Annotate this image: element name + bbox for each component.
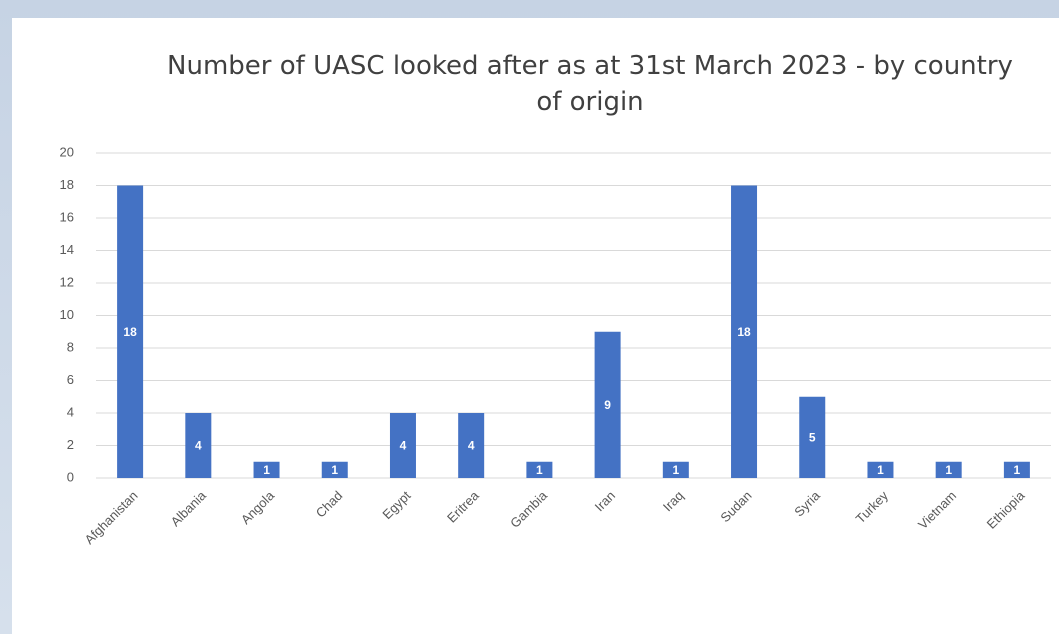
data-label: 4 xyxy=(468,439,475,453)
data-label: 18 xyxy=(737,325,751,339)
x-tick-label: Syria xyxy=(791,487,823,519)
x-tick-label: Iran xyxy=(592,488,618,514)
x-tick-label: Turkey xyxy=(853,488,892,527)
bar xyxy=(458,413,485,478)
bar xyxy=(935,461,962,478)
data-label: 1 xyxy=(263,463,270,477)
y-tick-label: 16 xyxy=(60,209,74,224)
data-label: 1 xyxy=(331,463,338,477)
x-tick-label: Eritrea xyxy=(444,487,482,525)
x-tick-label: Chad xyxy=(313,488,346,521)
y-tick-label: 10 xyxy=(60,307,74,322)
bar xyxy=(389,413,416,478)
x-tick-label: Ethiopia xyxy=(984,487,1028,531)
y-tick-label: 20 xyxy=(60,144,74,159)
x-tick-label: Iraq xyxy=(660,488,686,514)
data-label: 5 xyxy=(809,431,816,445)
chart-title: Number of UASC looked after as at 31st M… xyxy=(167,51,1013,117)
x-tick-label: Gambia xyxy=(507,487,550,530)
y-tick-label: 14 xyxy=(60,242,74,257)
chart-panel xyxy=(12,18,1059,634)
bar xyxy=(1003,461,1030,478)
x-tick-label: Angola xyxy=(238,487,278,527)
x-tick-label: Vietnam xyxy=(915,488,959,532)
bar xyxy=(799,396,826,478)
data-label: 1 xyxy=(877,463,884,477)
bar xyxy=(867,461,894,478)
y-tick-label: 12 xyxy=(60,274,74,289)
bar xyxy=(526,461,553,478)
data-label: 1 xyxy=(672,463,679,477)
x-tick-label: Albania xyxy=(168,487,210,529)
data-label: 18 xyxy=(123,325,137,339)
y-tick-label: 2 xyxy=(67,437,74,452)
data-label: 1 xyxy=(536,463,543,477)
x-tick-label: Sudan xyxy=(717,488,754,525)
y-tick-label: 18 xyxy=(60,177,74,192)
data-label: 1 xyxy=(945,463,952,477)
x-tick-label: Afghanistan xyxy=(81,488,140,547)
bar xyxy=(253,461,280,478)
data-label: 1 xyxy=(1014,463,1021,477)
data-label: 4 xyxy=(195,439,202,453)
data-label: 9 xyxy=(604,398,611,412)
x-tick-label: Egypt xyxy=(379,488,413,522)
bar xyxy=(731,185,758,478)
bar xyxy=(662,461,689,478)
data-label: 4 xyxy=(400,439,407,453)
y-tick-label: 6 xyxy=(67,372,74,387)
y-tick-label: 8 xyxy=(67,339,74,354)
bar xyxy=(594,331,621,478)
y-tick-label: 4 xyxy=(67,404,74,419)
bar xyxy=(117,185,144,478)
bar xyxy=(321,461,348,478)
bar xyxy=(185,413,212,478)
y-tick-label: 0 xyxy=(67,469,74,484)
